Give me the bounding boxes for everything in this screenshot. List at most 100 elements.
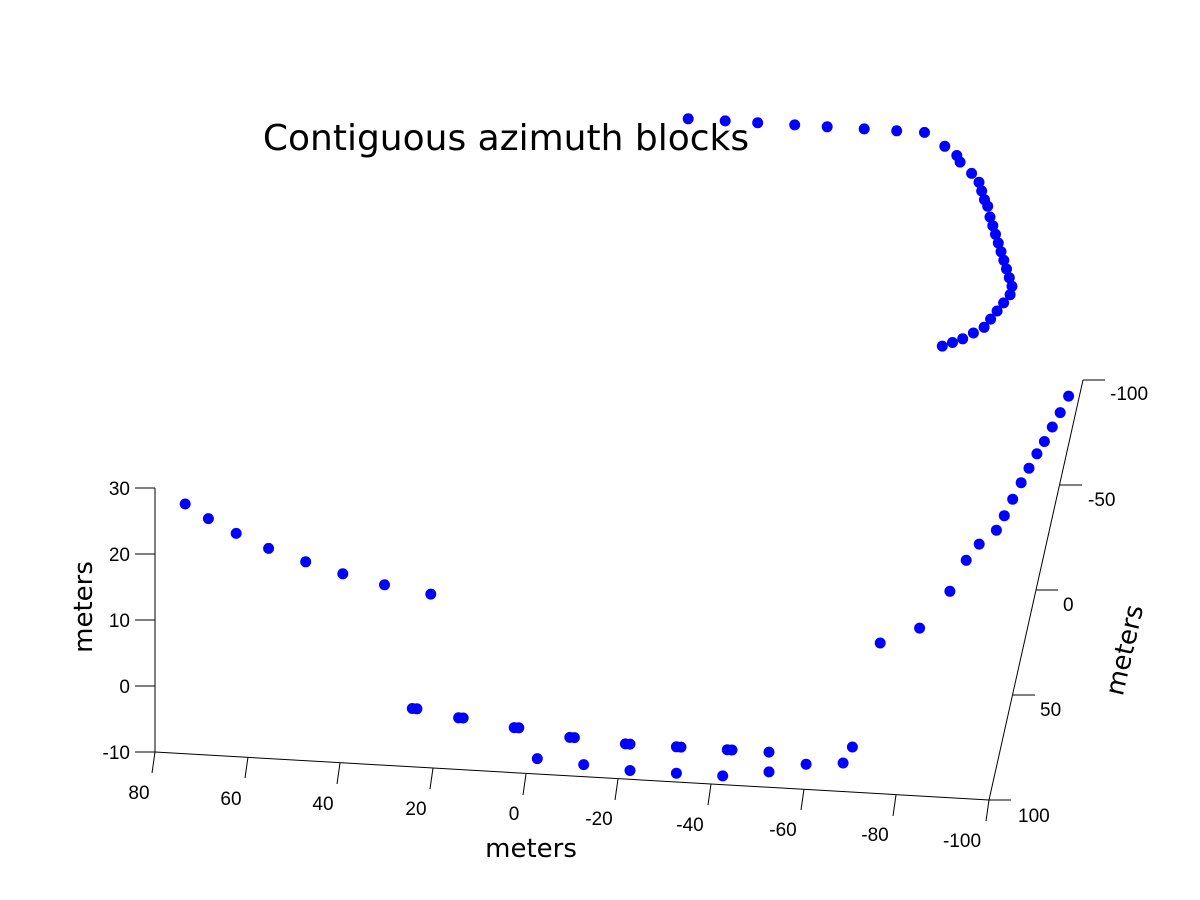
data-point xyxy=(717,770,729,782)
x-tick-label: -20 xyxy=(585,809,612,830)
x-axis-ticks: 80 60 40 20 0 -20 -40 -60 -80 -100 xyxy=(128,751,990,852)
y-tick-label: -50 xyxy=(1088,490,1115,511)
data-point xyxy=(919,126,930,138)
data-point xyxy=(976,185,988,197)
x-tick-label: 40 xyxy=(312,794,333,815)
x-tick-mark xyxy=(892,794,897,817)
data-point xyxy=(763,766,775,778)
x-tick-label: 80 xyxy=(128,783,149,804)
data-point xyxy=(992,237,1004,249)
x-axis-line xyxy=(154,751,990,801)
y-axis-label: meters xyxy=(1100,602,1150,698)
data-point xyxy=(891,125,903,137)
data-point xyxy=(624,765,636,776)
data-point xyxy=(425,588,437,600)
data-point xyxy=(670,767,682,779)
data-point xyxy=(982,200,994,212)
data-point xyxy=(991,305,1003,317)
data-point xyxy=(947,337,958,348)
data-point xyxy=(978,321,990,333)
data-point xyxy=(973,538,985,550)
data-point xyxy=(914,622,926,634)
data-point xyxy=(990,228,1001,240)
data-point xyxy=(1015,477,1027,489)
data-point xyxy=(752,117,764,129)
data-point xyxy=(531,753,543,765)
data-point xyxy=(682,113,694,125)
data-point xyxy=(960,554,972,566)
data-point xyxy=(1001,263,1012,275)
data-point xyxy=(1004,289,1016,301)
data-point xyxy=(944,585,956,597)
y-tick-label: -100 xyxy=(1110,384,1148,405)
data-point xyxy=(936,340,948,352)
data-point xyxy=(985,313,997,325)
x-tick-label: 20 xyxy=(405,799,426,820)
x-tick-mark xyxy=(244,756,249,779)
z-tick-label: 20 xyxy=(109,545,130,566)
data-point xyxy=(973,176,985,188)
data-point xyxy=(987,220,999,232)
data-point xyxy=(179,498,191,510)
x-tick-label: -80 xyxy=(861,825,888,846)
data-point xyxy=(457,712,469,724)
z-axis-ticks: 30 20 10 0 -10 xyxy=(103,479,155,764)
data-point xyxy=(954,156,966,168)
data-point xyxy=(858,123,870,135)
data-point xyxy=(411,703,423,715)
data-point xyxy=(939,140,951,152)
x-tick-mark xyxy=(336,762,341,785)
x-tick-mark xyxy=(429,767,434,790)
data-point xyxy=(837,757,849,769)
z-tick-label: 0 xyxy=(119,677,130,698)
data-point xyxy=(763,746,775,758)
y-axis-ticks: -100 -50 0 50 100 xyxy=(989,379,1148,827)
data-point xyxy=(874,637,886,649)
data-point xyxy=(300,556,312,568)
data-point xyxy=(1031,448,1043,460)
data-point xyxy=(846,741,858,753)
x-tick-mark xyxy=(985,799,990,822)
data-point xyxy=(568,732,580,744)
z-tick-label: -10 xyxy=(103,743,130,764)
data-point xyxy=(230,527,242,539)
x-tick-label: -40 xyxy=(676,815,703,836)
x-tick-label: -100 xyxy=(943,831,981,852)
z-tick-label: 30 xyxy=(109,479,130,500)
chart-title: Contiguous azimuth blocks xyxy=(263,118,749,159)
axes xyxy=(154,379,1084,801)
data-point xyxy=(578,759,590,771)
data-point xyxy=(1063,390,1075,402)
data-point xyxy=(995,246,1007,258)
data-point xyxy=(957,333,969,345)
data-point xyxy=(998,254,1010,266)
data-point xyxy=(800,758,812,770)
x-tick-mark xyxy=(614,778,619,801)
data-point xyxy=(1003,272,1015,284)
x-axis-label: meters xyxy=(485,834,577,864)
y-tick-label: 0 xyxy=(1063,595,1074,616)
data-point xyxy=(998,297,1010,309)
data-points xyxy=(179,113,1075,782)
data-point xyxy=(719,115,731,127)
data-point xyxy=(789,119,801,131)
data-point xyxy=(821,121,833,133)
data-point xyxy=(1054,407,1066,419)
data-point xyxy=(998,510,1010,522)
data-point xyxy=(379,579,390,591)
x-tick-label: 60 xyxy=(220,789,241,810)
data-point xyxy=(990,524,1002,536)
data-point xyxy=(337,568,349,580)
x-tick-label: 0 xyxy=(509,804,520,825)
data-point xyxy=(1023,462,1035,474)
x-tick-mark xyxy=(800,788,805,811)
data-point xyxy=(726,744,738,756)
y-tick-label: 100 xyxy=(1018,806,1050,827)
data-point xyxy=(1007,493,1019,505)
z-axis-label: meters xyxy=(69,561,99,653)
x-tick-mark xyxy=(707,783,712,806)
x-tick-mark xyxy=(151,751,156,774)
data-point xyxy=(967,327,979,339)
data-point xyxy=(1006,280,1018,292)
